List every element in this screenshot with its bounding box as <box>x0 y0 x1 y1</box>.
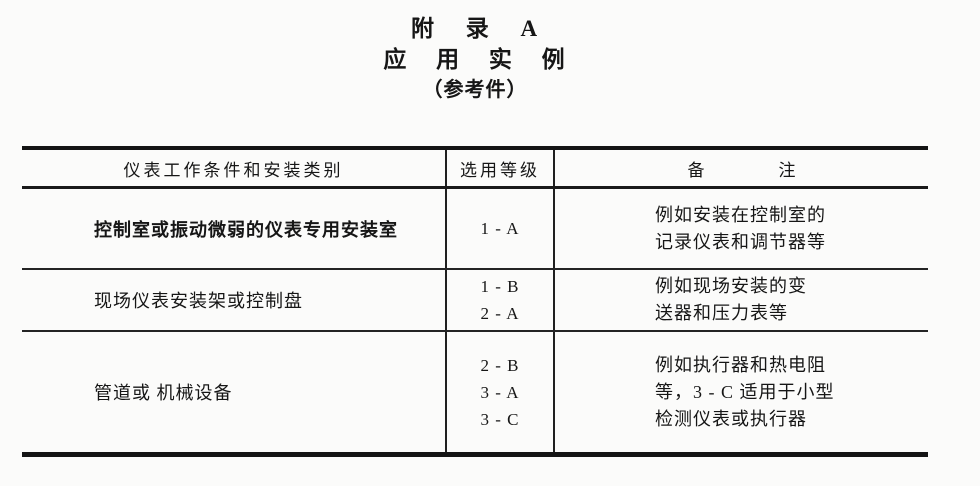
col-header-grade: 选用等级 <box>445 150 555 186</box>
grade-value: 1 - A <box>480 219 520 238</box>
condition-cell: 现场仪表安装架或控制盘 <box>22 270 445 330</box>
condition-text: 管道或 机械设备 <box>94 383 233 403</box>
note-line: 等，3 - C 适用于小型 <box>655 381 835 402</box>
appendix-title: 附 录 A <box>410 16 540 41</box>
grade-value: 1 - B <box>480 277 520 296</box>
note-line: 检测仪表或执行器 <box>655 408 807 429</box>
note-line: 例如现场安装的变 <box>655 276 807 296</box>
grade-value: 2 - B <box>480 355 520 375</box>
table-row: 现场仪表安装架或控制盘 1 - B 2 - A 例如现场安装的变 送器和压力表等 <box>22 270 928 332</box>
col-header-notes: 备 注 <box>555 150 928 186</box>
condition-cell: 控制室或振动微弱的仪表专用安装室 <box>22 189 445 268</box>
note-line: 例如安装在控制室的 <box>655 204 826 225</box>
grade-cell: 1 - B 2 - A <box>445 270 555 330</box>
note-line: 送器和压力表等 <box>655 303 788 323</box>
notes-cell: 例如执行器和热电阻 等，3 - C 适用于小型 检测仪表或执行器 <box>555 332 928 452</box>
table-header-row: 仪表工作条件和安装类别 选用等级 备 注 <box>22 150 928 189</box>
notes-cell: 例如安装在控制室的 记录仪表和调节器等 <box>555 189 928 268</box>
col-header-condition: 仪表工作条件和安装类别 <box>123 160 344 180</box>
grade-cell: 2 - B 3 - A 3 - C <box>445 332 555 452</box>
col-header-notes-right: 注 <box>778 160 796 180</box>
condition-cell: 管道或 机械设备 <box>22 332 445 452</box>
grade-cell: 1 - A <box>445 189 555 268</box>
reference-note: （参考件） <box>422 79 528 101</box>
appendix-header: 附 录 A 应 用 实 例 （参考件） <box>22 13 928 105</box>
table-row: 管道或 机械设备 2 - B 3 - A 3 - C 例如执行器和热电阻 等，3… <box>22 332 928 452</box>
grade-value: 2 - A <box>480 304 520 323</box>
grade-value: 3 - A <box>480 382 520 402</box>
notes-cell: 例如现场安装的变 送器和压力表等 <box>555 270 928 330</box>
grade-value: 3 - C <box>480 409 520 429</box>
application-example-table: 仪表工作条件和安装类别 选用等级 备 注 控制室或振动微弱的仪表专用安装室 1 … <box>22 146 928 457</box>
appendix-subtitle: 应 用 实 例 <box>383 47 567 72</box>
table-row: 控制室或振动微弱的仪表专用安装室 1 - A 例如安装在控制室的 记录仪表和调节… <box>22 189 928 270</box>
note-line: 例如执行器和热电阻 <box>655 354 826 375</box>
condition-text: 控制室或振动微弱的仪表专用安装室 <box>94 219 398 240</box>
condition-text: 现场仪表安装架或控制盘 <box>94 291 303 311</box>
col-header-notes-left: 备 <box>687 160 705 180</box>
note-line: 记录仪表和调节器等 <box>655 231 826 252</box>
